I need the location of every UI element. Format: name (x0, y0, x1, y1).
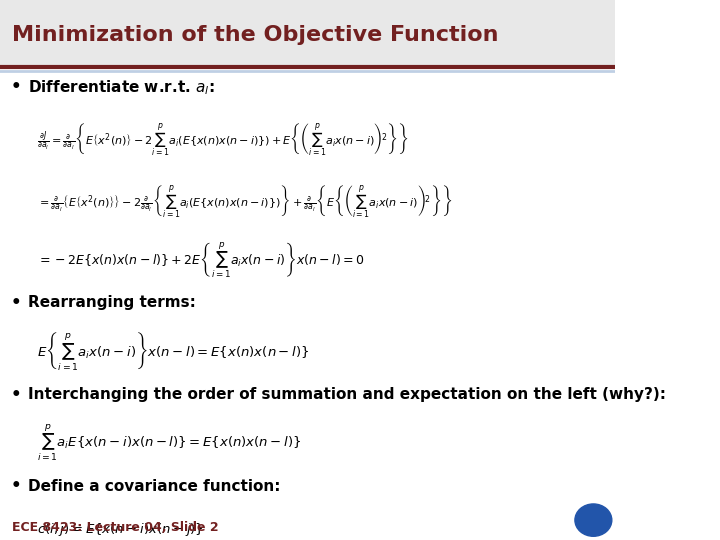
Text: Interchanging the order of summation and expectation on the left (why?):: Interchanging the order of summation and… (27, 387, 666, 402)
FancyBboxPatch shape (0, 0, 615, 65)
Text: $c(i,j) = E\left\{x(n-i)x(n-j)\right\}$: $c(i,j) = E\left\{x(n-i)x(n-j)\right\}$ (37, 521, 204, 538)
Text: •: • (11, 386, 22, 403)
Text: •: • (11, 78, 22, 96)
Text: $E\left\{\sum_{i=1}^{p}a_i x(n-i)\right\}x(n-l) = E\left\{x(n)x(n-l)\right\}$: $E\left\{\sum_{i=1}^{p}a_i x(n-i)\right\… (37, 330, 310, 373)
Text: Minimization of the Objective Function: Minimization of the Objective Function (12, 25, 499, 45)
Text: $= -2E\left\{x(n)x(n-l)\right\} + 2E\left\{\sum_{i=1}^{p}a_i x(n-i)\right\}x(n-l: $= -2E\left\{x(n)x(n-l)\right\} + 2E\lef… (37, 240, 364, 280)
Text: $\sum_{i=1}^{p}a_i E\left\{x(n-i)x(n-l)\right\} = E\left\{x(n)x(n-l)\right\}$: $\sum_{i=1}^{p}a_i E\left\{x(n-i)x(n-l)\… (37, 423, 301, 463)
Text: Differentiate w.r.t. $a_l$:: Differentiate w.r.t. $a_l$: (27, 78, 215, 97)
Text: $\frac{\partial J}{\partial a_l} = \frac{\partial}{\partial a_l}\left\{E\left\{x: $\frac{\partial J}{\partial a_l} = \frac… (37, 120, 409, 157)
Text: •: • (11, 294, 22, 312)
Text: •: • (11, 477, 22, 495)
Text: Rearranging terms:: Rearranging terms: (27, 295, 196, 310)
Text: $= \frac{\partial}{\partial a_l}\left\{E\left\{x^2(n)\right\}\right\} - 2\frac{\: $= \frac{\partial}{\partial a_l}\left\{E… (37, 183, 452, 219)
Text: ECE 8423: Lecture 04, Slide 2: ECE 8423: Lecture 04, Slide 2 (12, 521, 219, 534)
Text: Define a covariance function:: Define a covariance function: (27, 478, 280, 494)
Circle shape (575, 504, 612, 536)
